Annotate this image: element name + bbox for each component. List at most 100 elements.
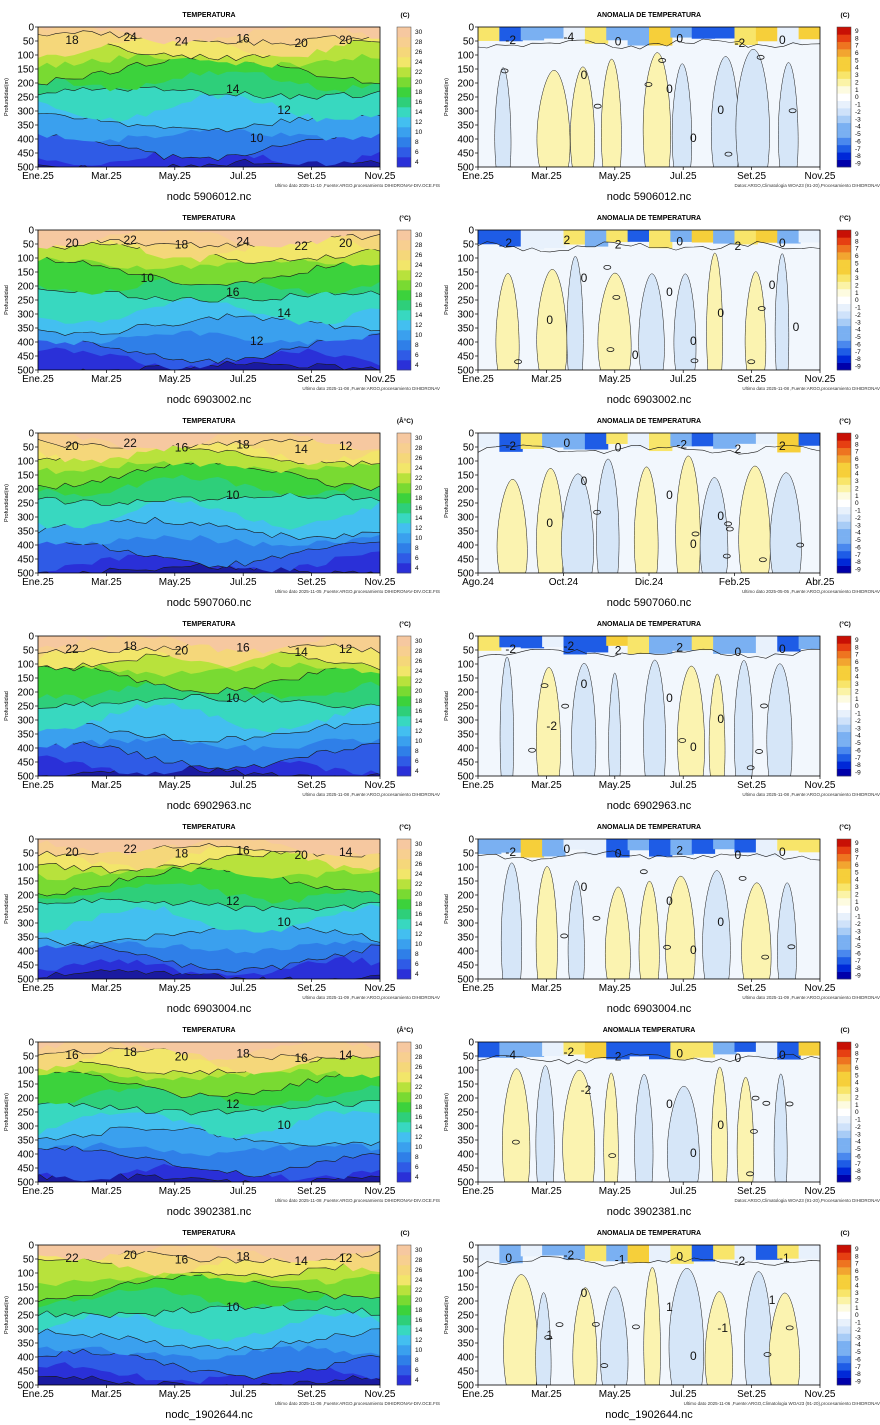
contour-label: -2 (676, 438, 687, 452)
colorbar-swatch (837, 281, 851, 290)
colorbar-tick-label: -1 (855, 1117, 861, 1124)
chart-title: TEMPERATURA (182, 12, 235, 19)
colorbar-tick-label: -3 (855, 1334, 861, 1341)
colorbar-tick-label: 26 (415, 1064, 423, 1071)
colorbar-swatch (837, 78, 851, 87)
y-tick-label: 450 (17, 149, 34, 160)
colorbar-tick-label: 6 (855, 50, 859, 57)
y-tick-label: 200 (457, 282, 474, 293)
colorbar-swatch (837, 144, 851, 153)
colorbar-swatch (397, 706, 411, 717)
colorbar-swatch (397, 909, 411, 920)
temperature-chart: 22 18 20 16 14 12 10 TEMPERATURA (°C) Profundidad… (4, 620, 440, 812)
chart-title: ANOMALIA DE TEMPERATURA (597, 621, 701, 628)
colorbar-tick-label: 30 (415, 29, 423, 36)
colorbar-tick-label: 4 (855, 674, 859, 681)
colorbar-tick-label: -3 (855, 116, 861, 123)
colorbar-tick-label: 3 (855, 681, 859, 688)
x-tick-label: May.25 (599, 1389, 631, 1400)
colorbar-tick-label: 20 (415, 1094, 423, 1101)
y-tick-label: 150 (457, 65, 474, 76)
colorbar-swatch (837, 890, 851, 899)
colorbar-swatch (397, 1355, 411, 1366)
colorbar-swatch (397, 766, 411, 777)
colorbar-tick-label: 10 (415, 941, 423, 948)
y-tick-label: 350 (457, 933, 474, 944)
colorbar-tick-label: 7 (855, 449, 859, 456)
x-tick-label: Mar.25 (91, 1389, 122, 1400)
colorbar-tick-label: 14 (415, 718, 423, 725)
colorbar-tick-label: 18 (415, 495, 423, 502)
x-tick-label: Set.25 (737, 983, 766, 994)
y-tick-label: 500 (457, 975, 474, 986)
contour-label: -1 (615, 1252, 626, 1266)
colorbar-swatch (397, 240, 411, 251)
colorbar-swatch (837, 971, 851, 980)
colorbar-swatch (837, 1370, 851, 1378)
colorbar-tick-label: 7 (855, 652, 859, 659)
contour-label: 2 (564, 233, 571, 247)
colorbar-swatch (397, 320, 411, 331)
x-tick-label: May.25 (159, 1389, 191, 1400)
colorbar-tick-label: 16 (415, 302, 423, 309)
contour-label: 0 (793, 320, 800, 334)
colorbar-tick-label: -4 (855, 327, 861, 334)
colorbar-tick-label: 7 (855, 246, 859, 253)
colorbar-tick-label: -1 (855, 305, 861, 312)
x-tick-label: May.25 (159, 983, 191, 994)
y-tick-label: 150 (17, 1283, 34, 1294)
x-tick-label: Nov.25 (365, 780, 396, 791)
colorbar-tick-label: 1 (855, 899, 859, 906)
colorbar-swatch (837, 477, 851, 485)
colorbar-swatch (397, 533, 411, 544)
contour-label: 0 (505, 1251, 512, 1265)
colorbar-swatch (397, 746, 411, 757)
contour-label: 10 (250, 131, 264, 145)
x-tick-label: Set.25 (297, 577, 326, 588)
colorbar-tick-label: -5 (855, 740, 861, 747)
contour-label: -1 (779, 1251, 790, 1265)
contour-label: 2 (735, 442, 742, 456)
y-tick-label: 100 (457, 660, 474, 671)
y-tick-label: 250 (457, 296, 474, 307)
colorbar-tick-label: 16 (415, 1114, 423, 1121)
x-tick-label: Jul.25 (670, 374, 697, 385)
y-tick-label: 250 (17, 93, 34, 104)
colorbar-swatch (837, 230, 851, 238)
colorbar-swatch (837, 440, 851, 449)
colorbar-tick-label: 12 (415, 1134, 423, 1141)
colorbar-tick-label: 18 (415, 901, 423, 908)
chart-title: ANOMALIA DE TEMPERATURA (597, 1230, 701, 1237)
colorbar-tick-label: -7 (855, 755, 861, 762)
colorbar-swatch (837, 266, 851, 275)
colorbar-tick-label: -6 (855, 544, 861, 551)
colorbar-swatch (837, 1274, 851, 1283)
contour-label: 14 (339, 1048, 353, 1062)
colorbar-swatch (397, 646, 411, 657)
colorbar-tick-label: 7 (855, 855, 859, 862)
y-tick-label: 300 (17, 513, 34, 524)
colorbar-tick-label: 22 (415, 881, 423, 888)
colorbar-tick-label: 22 (415, 272, 423, 279)
y-tick-label: 50 (463, 240, 475, 251)
colorbar-swatch (837, 1086, 851, 1094)
anomaly-section-1: -2 -4 0 0 -2 0 0 0 0 0 ANOMALIA DE TEMPERATURA (C) P… (440, 0, 880, 203)
contour-label: 0 (676, 1047, 683, 1061)
colorbar-tick-label: 22 (415, 475, 423, 482)
colorbar-tick-label: -5 (855, 131, 861, 138)
y-tick-label: 150 (457, 471, 474, 482)
colorbar-swatch (837, 1093, 851, 1102)
data-credit: Ultimo dato 2025-11-08 ,Fuente:ARGO,proc… (742, 386, 880, 391)
x-tick-label: Set.25 (297, 374, 326, 385)
contour-label: 0 (546, 313, 553, 327)
colorbar-swatch (837, 650, 851, 659)
contour-label: 16 (236, 32, 250, 46)
x-tick-label: Set.25 (737, 780, 766, 791)
colorbar-tick-label: 8 (855, 644, 859, 651)
colorbar-tick-label: -8 (855, 153, 861, 160)
y-tick-label: 100 (457, 1269, 474, 1280)
y-tick-label: 150 (457, 268, 474, 279)
colorbar-tick-label: -3 (855, 319, 861, 326)
colorbar-swatch (837, 1318, 851, 1327)
x-tick-label: Set.25 (297, 780, 326, 791)
